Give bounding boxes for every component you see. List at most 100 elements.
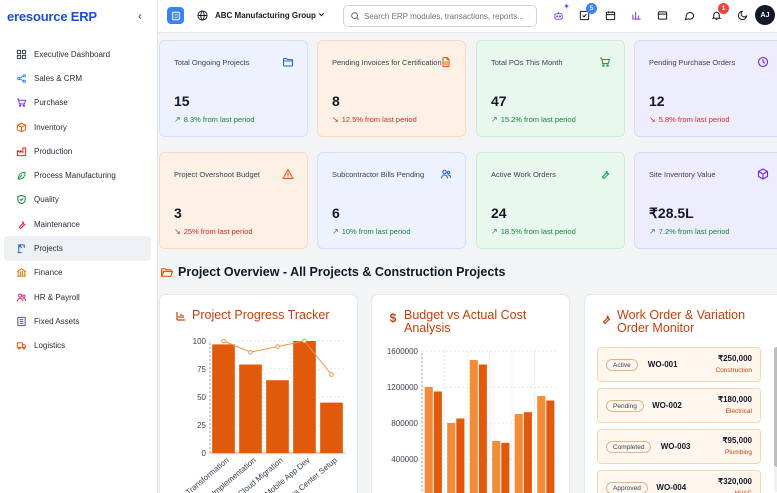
user-avatar[interactable]: AJ [755,5,775,25]
actual-bar[interactable] [478,364,487,493]
progress-bar[interactable] [266,380,289,453]
kpi-trend-text: 12.5% from last period [341,115,417,124]
search-input[interactable] [364,9,532,23]
kpi-card-pending-purchase-orders[interactable]: Pending Purchase Orders 12 ↘ 5.8% from last… [634,40,777,137]
trend-up-icon: ↗ [491,227,498,236]
building-icon [171,11,180,20]
sidebar-item-logistics[interactable]: Logistics [4,334,151,358]
search-box [343,5,537,27]
work-order-scrollbar[interactable] [774,347,777,492]
budget-bar[interactable] [492,441,501,493]
kpi-value: 6 [332,205,340,221]
theme-toggle-button[interactable] [735,8,749,22]
sidebar-item-finance[interactable]: Finance [4,261,151,285]
bank-icon [15,267,27,279]
progress-bar[interactable] [293,341,316,453]
target-point[interactable] [329,372,334,377]
kpi-value: ₹28.5L [649,205,694,221]
work-order-title: Work Order & Variation Order Monitor [600,309,760,335]
sidebar-item-quality[interactable]: Quality [4,188,151,212]
budget-bar[interactable] [447,423,456,493]
budget-vs-actual-title: $ Budget vs Actual Cost Analysis [387,309,547,335]
kpi-card-active-work-orders[interactable]: Active Work Orders 24 ↗ 18.5% from last per… [476,152,625,249]
warning-icon [282,167,294,180]
kpi-card-total-ongoing-projects[interactable]: Total Ongoing Projects 15 ↗ 8.3% from last … [159,40,308,137]
progress-bar[interactable] [212,344,235,453]
kpi-trend: ↘ 25% from last period [174,227,253,236]
tasks-button[interactable]: 5 [577,3,597,22]
actual-bar[interactable] [433,391,442,493]
work-order-amount: ₹250,000 [717,354,752,363]
kpi-card-project-overshoot-budget[interactable]: Project Overshoot Budget 3 ↘ 25% from last … [159,152,308,249]
chevron-down-icon[interactable] [317,10,326,19]
scrollbar-thumb[interactable] [774,347,777,467]
target-point[interactable] [275,344,280,349]
kpi-value: 15 [174,93,190,109]
sidebar-item-hr-payroll[interactable]: HR & Payroll [4,285,151,309]
window-button[interactable] [655,8,669,22]
kpi-title: Subcontractor Bills Pending [332,170,425,179]
kpi-card-pending-invoices-for-certification[interactable]: Pending Invoices for Certification 8 ↘ 12.5… [317,40,466,137]
checkbox-icon [579,10,589,20]
ai-assistant-button[interactable]: ✦ [551,2,570,22]
target-point[interactable] [221,338,226,344]
work-order-item[interactable]: Pending WO-002 ₹180,000 Electrical [597,388,761,423]
kpi-title: Total POs This Month [491,58,563,67]
kpi-trend-text: 15.2% from last period [500,115,576,124]
work-order-item[interactable]: Active WO-001 ₹250,000 Construction [597,347,761,382]
sidebar-item-label: Maintenance [34,219,80,229]
target-point[interactable] [248,349,253,355]
sidebar-item-maintenance[interactable]: Maintenance [4,212,151,236]
wrench-icon [602,315,611,325]
sidebar-item-projects[interactable]: Projects [4,236,151,261]
budget-bar[interactable] [537,396,546,493]
budget-bar[interactable] [469,360,478,493]
sidebar-item-process-manufacturing[interactable]: Process Manufacturing [4,163,151,187]
sidebar-item-purchase[interactable]: Purchase [4,91,151,115]
kpi-card-subcontractor-bills-pending[interactable]: Subcontractor Bills Pending 6 ↗ 10% from la… [317,152,466,249]
kpi-card-site-inventory-value[interactable]: Site Inventory Value ₹28.5L ↗ 7.2% from las… [634,152,777,249]
actual-bar[interactable] [456,418,465,493]
progress-bar[interactable] [320,402,343,453]
kpi-trend: ↗ 7.2% from last period [649,227,730,236]
budget-vs-actual-chart: 400000 800000 1200000 1600000 [387,347,557,493]
target-point[interactable] [302,338,307,344]
kpi-card-total-pos-this-month[interactable]: Total POs This Month 47 ↗ 15.2% from last p… [476,40,625,137]
budget-bar[interactable] [424,387,433,493]
notifications-badge: 1 [718,3,729,14]
status-badge: Completed [606,441,652,453]
org-name[interactable]: ABC Manufacturing Group [215,11,316,20]
sidebar-item-sales-crm[interactable]: Sales & CRM [4,66,151,90]
work-order-amount: ₹320,000 [717,477,752,486]
sidebar-item-executive-dashboard[interactable]: Executive Dashboard [4,42,151,66]
y-tick-label: 1600000 [387,347,419,356]
progress-bar[interactable] [239,364,262,453]
collapse-sidebar-button[interactable]: ‹ [138,9,142,23]
status-badge: Active [606,359,638,371]
sidebar: eresource ERP ‹ Executive Dashboard Sales… [0,0,158,493]
cart-icon [599,55,611,67]
sidebar-item-label: Quality [34,195,59,205]
folder-open-icon [160,267,173,277]
sidebar-nav: Executive Dashboard Sales & CRM Purchase In… [0,42,158,358]
chat-button[interactable] [682,8,696,22]
work-order-item[interactable]: Completed WO-003 ₹95,000 Plumbing [597,429,761,464]
sidebar-item-label: Process Manufacturing [34,171,116,181]
analytics-button[interactable] [629,8,643,22]
calendar-button[interactable] [603,8,617,22]
notifications-button[interactable]: 1 [709,3,729,22]
kpi-trend-text: 10% from last period [341,227,411,236]
work-order-category: Construction [715,367,753,374]
sidebar-item-production[interactable]: Production [4,139,151,163]
sidebar-item-label: Projects [34,244,63,254]
actual-bar[interactable] [501,442,510,493]
sidebar-item-label: Inventory [34,122,67,132]
budget-bar[interactable] [514,414,523,493]
org-switcher-button[interactable] [167,7,184,24]
actual-bar[interactable] [523,412,532,493]
sidebar-item-inventory[interactable]: Inventory [4,115,151,139]
work-order-item[interactable]: Approved WO-004 ₹320,000 HVAC [597,470,761,493]
kpi-trend-text: 8.3% from last period [183,115,255,124]
sidebar-item-fixed-assets[interactable]: Fixed Assets [4,309,151,333]
actual-bar[interactable] [546,400,555,493]
